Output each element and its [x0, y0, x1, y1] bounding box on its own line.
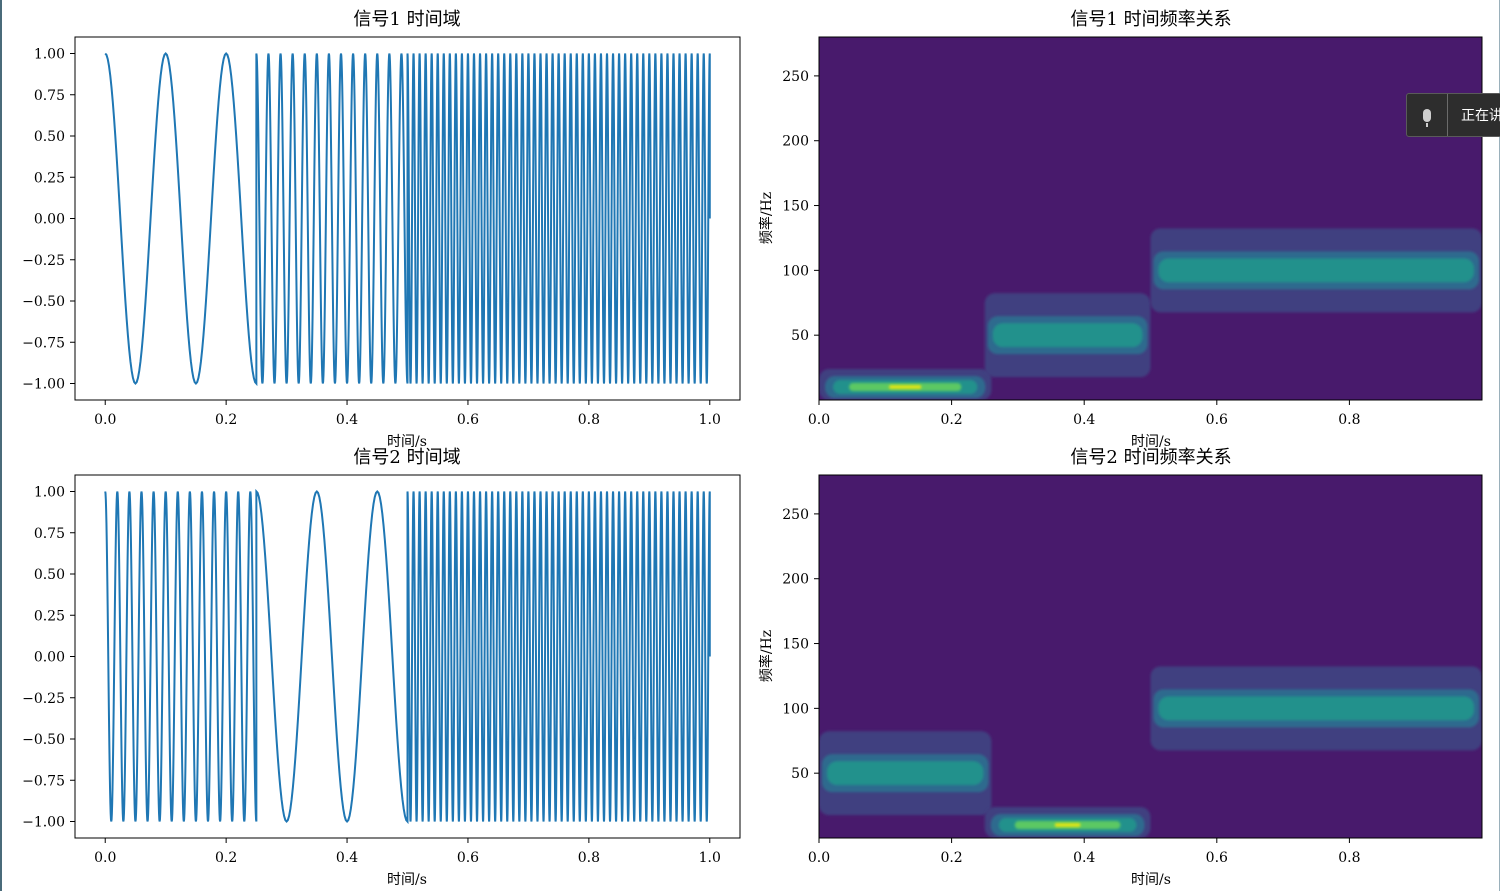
- y-tick-label: 250: [782, 507, 809, 523]
- y-tick-label: −1.00: [22, 377, 65, 393]
- y-tick-label: 250: [782, 69, 809, 85]
- x-axis-label: 时间/s: [1131, 434, 1171, 450]
- y-tick-label: 0.00: [34, 212, 65, 228]
- spectrogram-panel-2: 信号2 时间频率关系 0.0 0.2 0.4 0.6 0.8 50 100 150 200 25…: [758, 447, 1483, 888]
- axes-frame: [818, 36, 1483, 401]
- y-tick-label: 1.00: [34, 47, 65, 63]
- band-layer: [1054, 823, 1081, 828]
- time-domain-panel-2: 信号2 时间域 0.0 0.2 0.4 0.6 0.8 1.0 1.00 0.75 0.50 0…: [22, 447, 741, 888]
- band-layer: [1158, 696, 1474, 721]
- y-axis-label: 频率/Hz: [758, 192, 775, 244]
- voice-status-label: 正在讲: [1461, 108, 1500, 124]
- x-tick-label: 0.6: [457, 850, 479, 866]
- y-tick-label: −1.00: [22, 815, 65, 831]
- band-layer: [992, 323, 1143, 348]
- x-tick-label: 0.0: [94, 412, 116, 428]
- time-domain-panel-1: 信号1 时间域 0.0 0.2 0.4 0.6 0.8 1.0 1.00 0.75 0.50 0…: [22, 9, 741, 450]
- x-tick-label: 1.0: [699, 412, 721, 428]
- spectrogram-band: [819, 731, 992, 816]
- x-tick-label: 0.8: [578, 850, 600, 866]
- x-tick-label: 0.8: [578, 412, 600, 428]
- x-tick-label: 0.4: [1073, 850, 1095, 866]
- chart-title: 信号2 时间频率关系: [1070, 447, 1231, 468]
- x-tick-label: 1.0: [699, 850, 721, 866]
- y-tick-label: 0.50: [34, 567, 65, 583]
- plot-area: [104, 51, 711, 387]
- y-tick-label: 200: [782, 572, 809, 588]
- y-tick-label: 0.00: [34, 650, 65, 666]
- band-layer: [889, 385, 922, 390]
- x-tick-label: 0.0: [94, 850, 116, 866]
- x-axis-label: 时间/s: [387, 434, 427, 450]
- x-axis: 0.0 0.2 0.4 0.6 0.8 1.0: [94, 400, 721, 428]
- x-axis-label: 时间/s: [387, 872, 427, 888]
- x-tick-label: 0.2: [215, 850, 237, 866]
- y-tick-label: 100: [782, 263, 809, 279]
- x-axis: 0.0 0.2 0.4 0.6 0.8 1.0: [94, 838, 721, 866]
- spectrogram-bands: [819, 666, 1482, 838]
- x-tick-label: 0.2: [215, 412, 237, 428]
- y-tick-label: 100: [782, 701, 809, 717]
- plot-area: [819, 37, 1482, 400]
- x-tick-label: 0.6: [1206, 412, 1228, 428]
- y-tick-label: 0.50: [34, 129, 65, 145]
- y-tick-label: 0.25: [34, 170, 65, 186]
- plot-area: [104, 488, 711, 825]
- voice-input-widget[interactable]: 正在讲: [1406, 93, 1500, 137]
- spectrogram-band: [1150, 228, 1482, 313]
- chart-title: 信号1 时间域: [353, 9, 460, 30]
- y-axis: 1.00 0.75 0.50 0.25 0.00 −0.25 −0.50 −0.75 −1.00: [22, 485, 75, 831]
- signal-line: [104, 51, 711, 387]
- y-tick-label: 0.75: [34, 526, 65, 542]
- y-tick-label: −0.25: [22, 691, 65, 707]
- x-axis-label: 时间/s: [1131, 872, 1171, 888]
- y-tick-label: 150: [782, 637, 809, 653]
- y-axis: 1.00 0.75 0.50 0.25 0.00 −0.25 −0.50 −0.75 −1.00: [22, 47, 75, 393]
- y-tick-label: 1.00: [34, 485, 65, 501]
- spectrogram-band: [984, 807, 1151, 838]
- microphone-icon[interactable]: [1407, 94, 1448, 136]
- spectrogram-band: [1150, 666, 1482, 751]
- y-tick-label: 50: [791, 766, 809, 782]
- x-tick-label: 0.0: [808, 412, 830, 428]
- spectrogram-bands: [819, 228, 1482, 400]
- band-layer: [1158, 258, 1474, 283]
- y-tick-label: −0.50: [22, 732, 65, 748]
- x-tick-label: 0.4: [336, 850, 358, 866]
- y-tick-label: −0.25: [22, 253, 65, 269]
- spectrogram-panel-1: 信号1 时间频率关系 0.0 0.2 0.4 0.6 0.8 50 100 150 200 25…: [758, 9, 1483, 450]
- signal-line: [104, 488, 711, 825]
- x-tick-label: 0.0: [808, 850, 830, 866]
- x-tick-label: 0.4: [336, 412, 358, 428]
- spectrogram-band: [984, 293, 1151, 378]
- y-tick-label: 200: [782, 134, 809, 150]
- plot-area: [819, 475, 1482, 838]
- x-tick-label: 0.8: [1338, 412, 1360, 428]
- y-tick-label: −0.75: [22, 335, 65, 351]
- chart-title: 信号1 时间频率关系: [1070, 9, 1231, 30]
- y-axis: 50 100 150 200 250: [782, 69, 819, 344]
- y-tick-label: −0.75: [22, 773, 65, 789]
- y-tick-label: −0.50: [22, 294, 65, 310]
- y-tick-label: 50: [791, 328, 809, 344]
- x-axis: 0.0 0.2 0.4 0.6 0.8: [808, 400, 1361, 428]
- x-tick-label: 0.8: [1338, 850, 1360, 866]
- x-axis: 0.0 0.2 0.4 0.6 0.8: [808, 838, 1361, 866]
- spectrogram-band: [819, 369, 992, 400]
- y-axis-label: 频率/Hz: [758, 630, 775, 682]
- y-tick-label: 0.25: [34, 608, 65, 624]
- band-layer: [827, 761, 984, 786]
- x-tick-label: 0.2: [940, 850, 962, 866]
- y-tick-label: 150: [782, 199, 809, 215]
- y-axis: 50 100 150 200 250: [782, 507, 819, 782]
- x-tick-label: 0.4: [1073, 412, 1095, 428]
- x-tick-label: 0.6: [457, 412, 479, 428]
- y-tick-label: 0.75: [34, 88, 65, 104]
- x-tick-label: 0.6: [1206, 850, 1228, 866]
- chart-title: 信号2 时间域: [353, 447, 460, 468]
- x-tick-label: 0.2: [940, 412, 962, 428]
- axes-frame: [818, 474, 1483, 839]
